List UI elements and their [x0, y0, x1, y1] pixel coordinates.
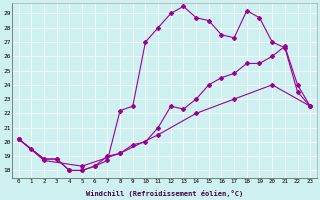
X-axis label: Windchill (Refroidissement éolien,°C): Windchill (Refroidissement éolien,°C)	[86, 190, 243, 197]
